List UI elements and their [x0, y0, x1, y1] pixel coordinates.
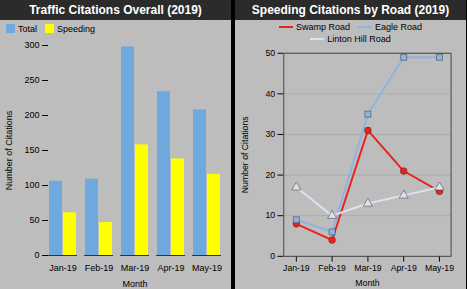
svg-text:40: 40	[265, 89, 275, 99]
svg-text:200: 200	[24, 110, 39, 120]
svg-text:250: 250	[24, 75, 39, 85]
svg-text:Jan-19: Jan-19	[283, 263, 310, 273]
svg-text:May-19: May-19	[425, 263, 454, 273]
svg-text:0: 0	[270, 251, 275, 261]
svg-text:Mar-19: Mar-19	[121, 263, 150, 273]
svg-text:Mar-19: Mar-19	[354, 263, 382, 273]
svg-text:May-19: May-19	[192, 263, 222, 273]
svg-text:30: 30	[265, 130, 275, 140]
html-text:Linton Hill Road: Linton Hill Road	[327, 34, 391, 44]
svg-text:20: 20	[265, 170, 275, 180]
html-text:Speeding: Speeding	[57, 23, 96, 34]
svg-text:Number of Citations: Number of Citations	[4, 110, 14, 190]
svg-text:0: 0	[34, 250, 39, 260]
html-text:Eagle Road: Eagle Road	[375, 22, 422, 32]
svg-text:300: 300	[24, 40, 39, 50]
html-text:Traffic Citations Overall (201: Traffic Citations Overall (2019)	[29, 3, 202, 17]
svg-text:Jan-19: Jan-19	[49, 263, 77, 273]
svg-text:Feb-19: Feb-19	[85, 263, 114, 273]
svg-text:150: 150	[24, 145, 39, 155]
svg-text:Month: Month	[355, 279, 379, 289]
svg-text:50: 50	[265, 48, 275, 58]
svg-text:Apr-19: Apr-19	[157, 263, 184, 273]
svg-text:10: 10	[265, 211, 275, 221]
html-text:Speeding Citations by Road (20: Speeding Citations by Road (2019)	[251, 3, 450, 17]
html-text:Swamp Road: Swamp Road	[296, 22, 350, 32]
svg-text:Feb-19: Feb-19	[318, 263, 346, 273]
svg-text:50: 50	[29, 215, 39, 225]
svg-text:100: 100	[24, 180, 39, 190]
html-text:Total: Total	[18, 23, 37, 34]
svg-text:Number of Citations: Number of Citations	[240, 116, 250, 193]
svg-text:Month: Month	[122, 279, 147, 289]
svg-text:Apr-19: Apr-19	[391, 263, 417, 273]
